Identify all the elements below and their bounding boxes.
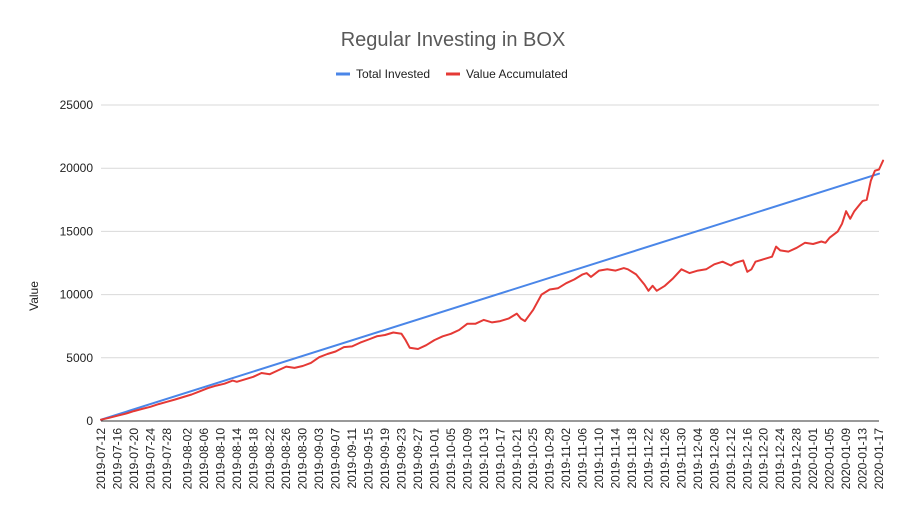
x-tick-label-2020-01-01: 2020-01-01 [806,428,820,490]
x-tick-label-2019-09-27: 2019-09-27 [411,428,425,490]
x-tick-label-2019-10-05: 2019-10-05 [444,428,458,490]
x-tick-label-2019-10-01: 2019-10-01 [427,428,441,490]
x-tick-label-2019-12-24: 2019-12-24 [773,428,787,490]
y-axis-label: Value [27,281,41,311]
series-line-value-accumulated [100,159,885,421]
x-tick-label-2019-08-02: 2019-08-02 [180,428,194,490]
y-axis-ticks: 0 5000 10000 15000 20000 25000 [60,98,94,428]
x-tick-label-2019-11-14: 2019-11-14 [609,428,623,489]
x-tick-label-2019-12-16: 2019-12-16 [740,428,754,490]
x-tick-label-2019-08-10: 2019-08-10 [213,428,227,490]
x-axis-ticks: 2019-07-12 2019-07-16 2019-07-20 2019-07-24… [94,428,886,490]
x-tick-label-2019-11-02: 2019-11-02 [559,428,573,489]
x-tick-label-2020-01-05: 2020-01-05 [823,428,837,490]
x-tick-label-2019-10-25: 2019-10-25 [526,428,540,490]
x-tick-label-2019-07-12: 2019-07-12 [94,428,108,490]
x-tick-label-2020-01-13: 2020-01-13 [856,428,870,490]
x-tick-label-2019-11-26: 2019-11-26 [658,428,672,489]
x-tick-label-2019-10-21: 2019-10-21 [510,428,524,490]
series-lines [100,159,885,421]
x-tick-label-2019-08-26: 2019-08-26 [279,428,293,490]
x-tick-label-2019-11-18: 2019-11-18 [625,428,639,489]
x-tick-label-2019-12-20: 2019-12-20 [757,428,771,490]
x-tick-label-2019-07-28: 2019-07-28 [160,428,174,490]
y-tick-label-15000: 15000 [60,224,94,238]
chart-title: Regular Investing in BOX [341,29,566,51]
x-tick-label-2019-08-18: 2019-08-18 [246,428,260,490]
y-tick-label-0: 0 [86,414,93,428]
x-tick-label-2019-11-22: 2019-11-22 [641,428,655,489]
x-tick-label-2019-07-20: 2019-07-20 [127,428,141,490]
x-tick-label-2019-09-07: 2019-09-07 [329,428,343,490]
x-tick-label-2019-09-23: 2019-09-23 [394,428,408,490]
x-tick-label-2019-12-28: 2019-12-28 [790,428,804,490]
gridlines [101,104,879,359]
x-tick-label-2019-11-06: 2019-11-06 [576,428,590,489]
x-tick-label-2019-09-03: 2019-09-03 [312,428,326,490]
x-tick-label-2019-07-16: 2019-07-16 [110,428,124,490]
x-tick-label-2019-08-14: 2019-08-14 [230,428,244,490]
series-line-total-invested [100,172,880,421]
legend: Total Invested Value Accumulated [336,67,568,81]
x-tick-label-2019-08-22: 2019-08-22 [263,428,277,490]
y-tick-label-5000: 5000 [66,351,93,365]
x-tick-label-2019-10-09: 2019-10-09 [460,428,474,490]
x-tick-label-2019-09-11: 2019-09-11 [345,428,359,489]
x-tick-label-2019-09-19: 2019-09-19 [378,428,392,490]
x-tick-label-2019-07-24: 2019-07-24 [143,428,157,490]
x-tick-label-2019-12-12: 2019-12-12 [724,428,738,490]
legend-item-total-invested: Total Invested [336,67,430,81]
legend-label-total-invested: Total Invested [356,67,430,81]
x-tick-label-2019-08-30: 2019-08-30 [296,428,310,490]
legend-item-value-accumulated: Value Accumulated [446,67,568,81]
legend-label-value-accumulated: Value Accumulated [466,67,568,81]
y-tick-label-20000: 20000 [60,161,94,175]
x-tick-label-2019-08-06: 2019-08-06 [197,428,211,490]
x-tick-label-2019-12-08: 2019-12-08 [707,428,721,490]
y-tick-label-10000: 10000 [60,288,94,302]
x-tick-label-2019-11-30: 2019-11-30 [674,428,688,489]
x-tick-label-2019-09-15: 2019-09-15 [362,428,376,490]
x-tick-label-2019-10-17: 2019-10-17 [493,428,507,490]
x-tick-label-2020-01-17: 2020-01-17 [872,428,886,490]
x-tick-label-2019-11-10: 2019-11-10 [592,428,606,489]
x-tick-label-2019-10-29: 2019-10-29 [543,428,557,490]
x-tick-label-2020-01-09: 2020-01-09 [839,428,853,490]
y-tick-label-25000: 25000 [60,98,94,112]
x-tick-label-2019-10-13: 2019-10-13 [477,428,491,490]
x-tick-label-2019-12-04: 2019-12-04 [691,428,705,490]
